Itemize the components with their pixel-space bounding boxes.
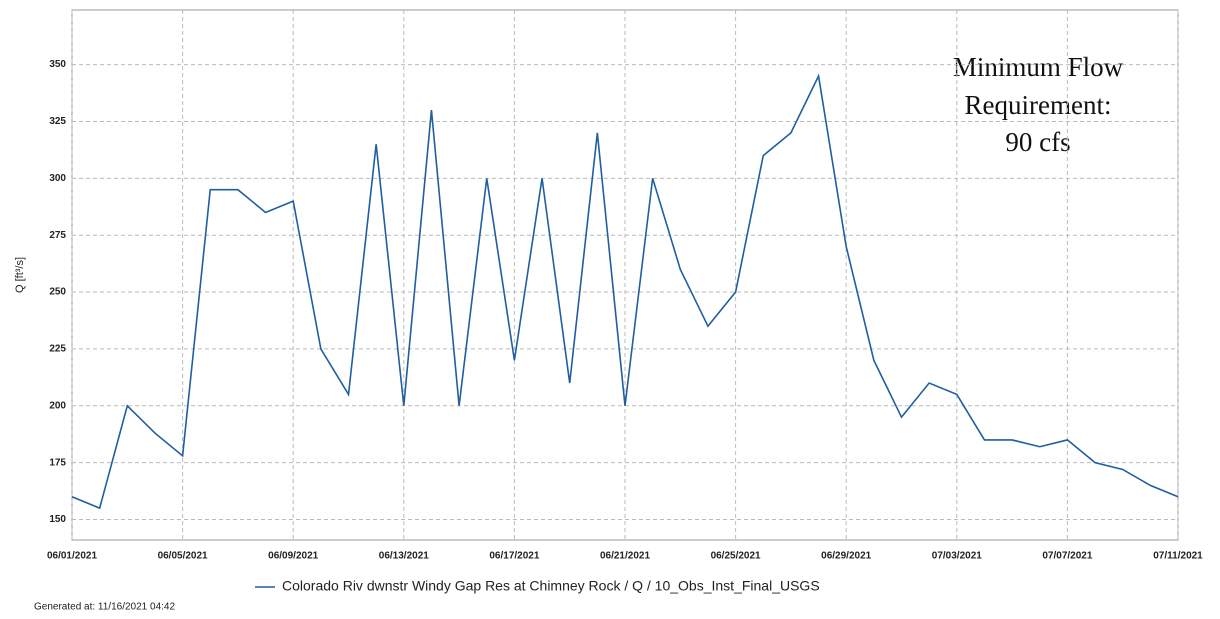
y-tick-label: 175 bbox=[49, 457, 66, 468]
x-tick-label: 06/13/2021 bbox=[379, 551, 429, 562]
x-tick-label: 06/29/2021 bbox=[821, 551, 871, 562]
y-tick-label: 350 bbox=[49, 59, 66, 70]
x-tick-label: 06/17/2021 bbox=[489, 551, 539, 562]
y-tick-label: 200 bbox=[49, 400, 66, 411]
annotation: 90 cfs bbox=[1005, 127, 1070, 157]
x-tick-label: 06/05/2021 bbox=[158, 551, 208, 562]
footer: Generated at: 11/16/2021 04:42 bbox=[34, 602, 175, 613]
x-tick-label: 07/03/2021 bbox=[932, 551, 982, 562]
y-tick-label: 325 bbox=[49, 116, 66, 127]
x-tick-label: 07/07/2021 bbox=[1042, 551, 1092, 562]
y-tick-label: 225 bbox=[49, 344, 66, 355]
y-tick-label: 250 bbox=[49, 287, 66, 298]
x-tick-label: 06/09/2021 bbox=[268, 551, 318, 562]
y-tick-label: 275 bbox=[49, 230, 66, 241]
x-tick-label: 07/11/2021 bbox=[1153, 551, 1203, 562]
data-line bbox=[71, 73, 1179, 510]
y-tick-label: 300 bbox=[49, 173, 66, 184]
x-tick-label: 06/01/2021 bbox=[47, 551, 97, 562]
x-tick-label: 06/21/2021 bbox=[600, 551, 650, 562]
annotation: Minimum Flow bbox=[953, 52, 1124, 82]
y-axis-label: Q [ft³/s] bbox=[14, 257, 26, 293]
annotation: Requirement: bbox=[965, 90, 1112, 120]
legend-label: Colorado Riv dwnstr Windy Gap Res at Chi… bbox=[282, 578, 820, 594]
y-tick-label: 150 bbox=[49, 514, 66, 525]
x-tick-label: 06/25/2021 bbox=[711, 551, 761, 562]
